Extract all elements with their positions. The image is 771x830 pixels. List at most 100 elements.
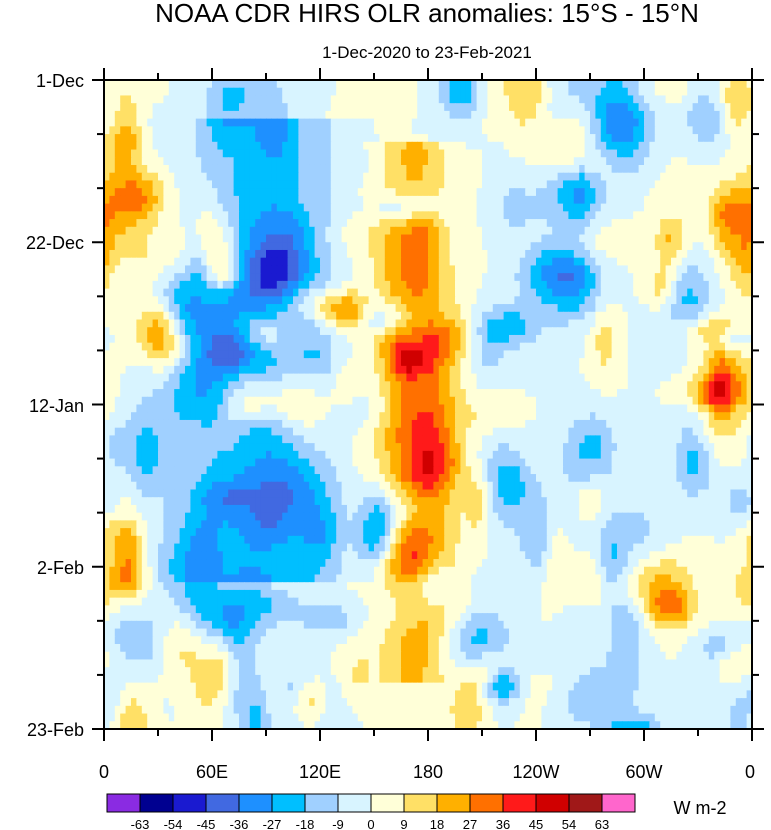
anomaly-cell — [509, 141, 515, 151]
anomaly-cell — [417, 95, 424, 104]
anomaly-cell — [492, 195, 499, 205]
anomaly-cell — [384, 211, 391, 220]
anomaly-cell — [622, 87, 629, 97]
anomaly-cell — [503, 219, 510, 228]
anomaly-cell — [190, 389, 197, 398]
anomaly-cell — [401, 396, 407, 406]
anomaly-cell — [471, 118, 478, 127]
anomaly-cell — [341, 249, 348, 259]
anomaly-cell — [735, 234, 742, 243]
anomaly-cell — [492, 296, 499, 305]
anomaly-cell — [347, 319, 353, 328]
anomaly-cell — [136, 334, 143, 344]
anomaly-cell — [276, 157, 283, 166]
anomaly-cell — [363, 211, 370, 220]
anomaly-cell — [482, 188, 488, 197]
anomaly-cell — [541, 249, 548, 259]
anomaly-cell — [357, 350, 364, 359]
anomaly-cell — [714, 242, 721, 251]
anomaly-cell — [708, 319, 715, 328]
anomaly-cell — [233, 311, 240, 321]
anomaly-cell — [579, 257, 586, 267]
anomaly-cell — [563, 373, 569, 382]
anomaly-cell — [708, 188, 715, 197]
anomaly-cell — [719, 226, 726, 236]
anomaly-cell — [249, 126, 256, 135]
anomaly-cell — [287, 234, 294, 243]
anomaly-cell — [309, 296, 316, 305]
anomaly-cell — [282, 265, 289, 274]
anomaly-cell — [719, 358, 726, 367]
anomaly-cell — [201, 103, 208, 112]
anomaly-cell — [584, 80, 591, 89]
anomaly-cell — [255, 234, 262, 243]
anomaly-cell — [158, 188, 164, 197]
anomaly-cell — [120, 296, 127, 305]
anomaly-cell — [730, 249, 737, 259]
anomaly-cell — [249, 157, 256, 166]
anomaly-cell — [233, 172, 240, 182]
anomaly-cell — [627, 234, 634, 243]
anomaly-cell — [347, 87, 353, 97]
anomaly-cell — [541, 342, 548, 352]
anomaly-cell — [725, 311, 731, 321]
anomaly-cell — [195, 257, 202, 267]
anomaly-cell — [168, 334, 175, 344]
anomaly-cell — [584, 172, 591, 182]
anomaly-cell — [465, 273, 472, 282]
anomaly-cell — [492, 311, 499, 321]
anomaly-cell — [266, 180, 272, 189]
anomaly-cell — [665, 280, 672, 290]
anomaly-cell — [206, 110, 213, 120]
anomaly-cell — [692, 296, 699, 305]
anomaly-cell — [271, 226, 278, 236]
anomaly-cell — [195, 103, 202, 112]
anomaly-cell — [131, 141, 137, 151]
anomaly-cell — [125, 342, 132, 352]
anomaly-cell — [163, 172, 170, 182]
anomaly-cell — [509, 172, 515, 182]
anomaly-cell — [217, 319, 224, 328]
anomaly-cell — [260, 110, 267, 120]
anomaly-cell — [509, 296, 515, 305]
anomaly-cell — [433, 211, 440, 220]
anomaly-cell — [260, 95, 267, 104]
anomaly-cell — [433, 389, 440, 398]
anomaly-cell — [276, 87, 283, 97]
anomaly-cell — [217, 242, 224, 251]
anomaly-cell — [185, 257, 191, 267]
anomaly-cell — [492, 203, 499, 212]
anomaly-cell — [109, 157, 116, 166]
anomaly-cell — [455, 242, 461, 251]
anomaly-cell — [536, 157, 542, 166]
anomaly-cell — [347, 219, 353, 228]
anomaly-cell — [735, 373, 742, 382]
anomaly-cell — [347, 296, 353, 305]
anomaly-cell — [568, 134, 575, 143]
anomaly-cell — [671, 103, 677, 112]
anomaly-cell — [114, 249, 121, 259]
anomaly-cell — [530, 311, 537, 321]
anomaly-cell — [482, 134, 488, 143]
anomaly-cell — [282, 211, 289, 220]
anomaly-cell — [600, 381, 607, 390]
anomaly-cell — [158, 319, 164, 328]
anomaly-cell — [282, 172, 289, 182]
anomaly-cell — [622, 257, 629, 267]
anomaly-cell — [449, 249, 456, 259]
anomaly-cell — [725, 257, 731, 267]
anomaly-cell — [649, 273, 656, 282]
anomaly-cell — [411, 103, 418, 112]
anomaly-cell — [649, 381, 656, 390]
anomaly-cell — [541, 134, 548, 143]
anomaly-cell — [222, 381, 229, 390]
anomaly-cell — [546, 381, 553, 390]
anomaly-cell — [568, 188, 575, 197]
anomaly-cell — [293, 180, 299, 189]
anomaly-cell — [438, 327, 445, 336]
anomaly-cell — [714, 172, 721, 182]
anomaly-cell — [195, 149, 202, 158]
anomaly-cell — [395, 257, 402, 267]
anomaly-cell — [158, 211, 164, 220]
anomaly-cell — [136, 195, 143, 205]
